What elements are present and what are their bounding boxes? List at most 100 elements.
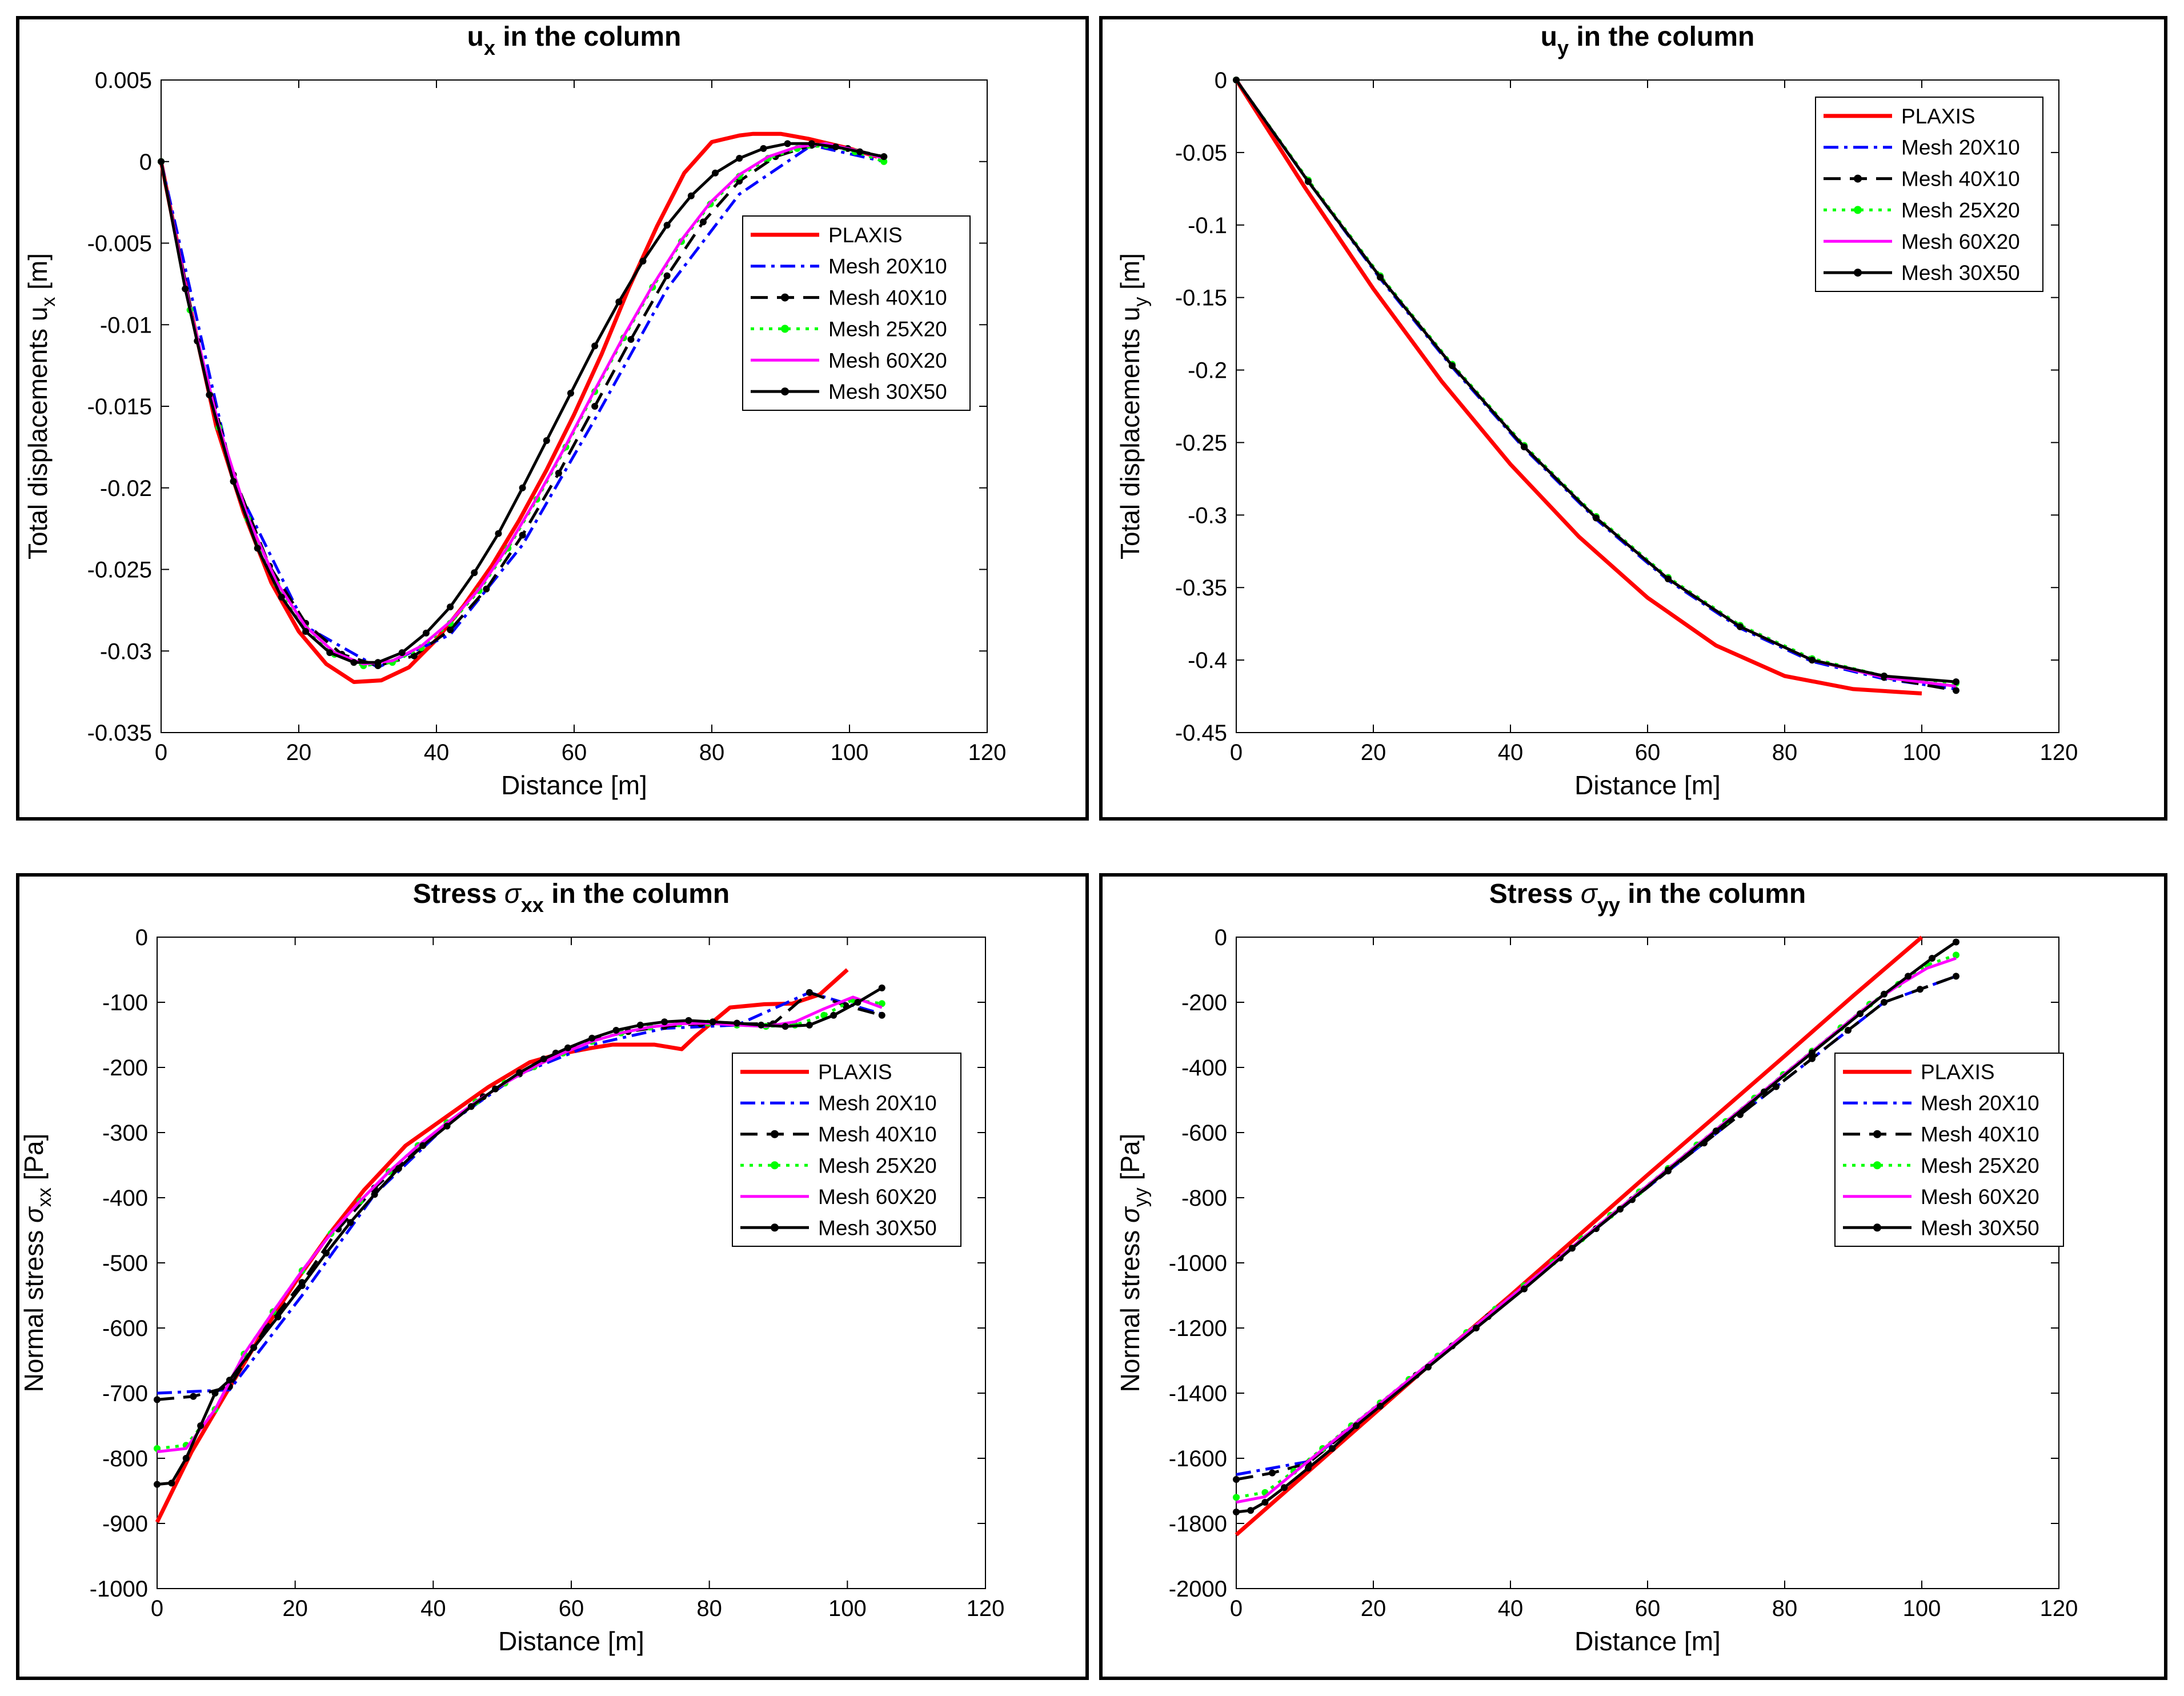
y-tick-label: -1000 (90, 1577, 148, 1602)
legend-label: Mesh 30X50 (1921, 1216, 2039, 1239)
data-point (1425, 1363, 1432, 1371)
data-point (878, 1011, 885, 1019)
legend-marker (1873, 1130, 1881, 1138)
data-point (1377, 1402, 1384, 1410)
y-tick-label: -0.015 (87, 394, 152, 419)
x-tick-label: 80 (1772, 1596, 1798, 1621)
x-tick-label: 80 (699, 740, 725, 765)
data-point (519, 484, 526, 491)
data-point (588, 1034, 596, 1042)
data-point (636, 1021, 644, 1029)
chart-1: 0 20 40 60 80 100 120 0 -0.05 -0.1 -0.15 -0.2 -0.25 -… (1115, 22, 2078, 800)
legend-marker (781, 387, 789, 396)
y-tick-label: 0 (135, 925, 148, 950)
legend-label: Mesh 40X10 (1921, 1123, 2039, 1146)
series-line-plaxis (1235, 79, 1922, 695)
y-tick-label: -100 (102, 990, 148, 1015)
data-point (422, 629, 430, 637)
data-point (1261, 1498, 1269, 1506)
y-tick-label: 0.005 (95, 68, 152, 93)
data-point (483, 585, 490, 593)
data-point (398, 649, 406, 657)
legend-marker (781, 325, 789, 333)
x-tick-label: 20 (282, 1596, 308, 1621)
chart-2: 0 20 40 60 80 100 120 0 -100 -200 -300 -400 -500 -600… (19, 879, 1004, 1656)
x-tick-label: 100 (1903, 1596, 1941, 1621)
data-point (758, 1021, 765, 1029)
data-point (323, 1249, 330, 1257)
data-point (1377, 274, 1384, 281)
data-point (709, 1018, 716, 1026)
legend-marker (771, 1161, 779, 1170)
data-point (1593, 514, 1600, 522)
y-tick-label: -200 (1181, 990, 1227, 1015)
data-point (760, 145, 767, 152)
data-point (1233, 77, 1240, 83)
data-point (374, 659, 382, 666)
legend-label: Mesh 30X50 (828, 380, 947, 403)
data-point (1881, 673, 1888, 680)
data-point (230, 478, 237, 485)
x-tick-label: 60 (562, 740, 587, 765)
legend-label: Mesh 60X20 (1901, 230, 2020, 253)
series-line-plaxis (159, 131, 878, 684)
data-point (830, 1011, 837, 1019)
data-point (1569, 1245, 1576, 1252)
data-point (206, 391, 213, 399)
x-tick-label: 100 (1903, 740, 1941, 765)
x-tick-label: 40 (1498, 1596, 1524, 1621)
x-tick-label: 60 (1635, 1596, 1661, 1621)
legend-label: Mesh 20X10 (818, 1091, 937, 1115)
data-point (1737, 623, 1744, 630)
data-point (495, 530, 502, 537)
y-tick-label: -1200 (1169, 1316, 1227, 1341)
data-point (1521, 1285, 1528, 1293)
x-axis-label: Distance [m] (498, 1626, 644, 1656)
data-point (1269, 1469, 1276, 1477)
data-point (410, 652, 418, 659)
legend-label: Mesh 40X10 (1901, 167, 2020, 191)
data-point (782, 1023, 789, 1030)
data-point (1329, 1445, 1336, 1452)
data-point (419, 1142, 427, 1149)
y-tick-label: -0.05 (1175, 141, 1227, 166)
data-point (1449, 362, 1456, 369)
x-tick-label: 100 (831, 740, 869, 765)
panel-syy (1099, 873, 2167, 1680)
data-point (567, 390, 574, 397)
y-tick-label: -0.25 (1175, 430, 1227, 455)
data-point (516, 1069, 523, 1077)
data-point (1233, 1494, 1240, 1501)
y-axis-label: Total displacements uy [m] (1115, 253, 1152, 559)
data-point (712, 169, 719, 177)
y-tick-label: -800 (102, 1446, 148, 1471)
legend-label: PLAXIS (1901, 105, 1975, 128)
y-tick-label: -200 (102, 1055, 148, 1081)
legend: PLAXIS Mesh 20X10 Mesh 40X10 Mesh 25X20 Mesh… (742, 215, 971, 411)
y-tick-label: -1400 (1169, 1381, 1227, 1406)
data-point (274, 1313, 282, 1321)
legend-label: Mesh 20X10 (1921, 1091, 2039, 1115)
legend-box (732, 1053, 961, 1247)
y-axis-label: Total displacements ux [m] (23, 253, 59, 559)
data-point (197, 1422, 205, 1429)
y-axis-label: Normal stress σxx [Pa] (19, 1134, 55, 1393)
data-point (832, 143, 839, 151)
legend-marker (781, 293, 789, 302)
legend-box (1815, 97, 2043, 292)
data-point (168, 1479, 175, 1487)
data-point (1953, 678, 1959, 686)
data-point (154, 1396, 161, 1403)
legend-label: Mesh 25X20 (1921, 1154, 2039, 1177)
data-point (1809, 1049, 1816, 1057)
data-point (1953, 687, 1959, 694)
y-tick-label: -0.3 (1188, 503, 1227, 528)
data-point (1713, 1127, 1720, 1135)
y-tick-label: -0.025 (87, 558, 152, 583)
legend-label: Mesh 25X20 (828, 317, 947, 341)
data-point (154, 1481, 161, 1488)
x-tick-label: 120 (2040, 1596, 2078, 1621)
data-point (254, 545, 261, 552)
y-tick-label: -0.35 (1175, 575, 1227, 601)
